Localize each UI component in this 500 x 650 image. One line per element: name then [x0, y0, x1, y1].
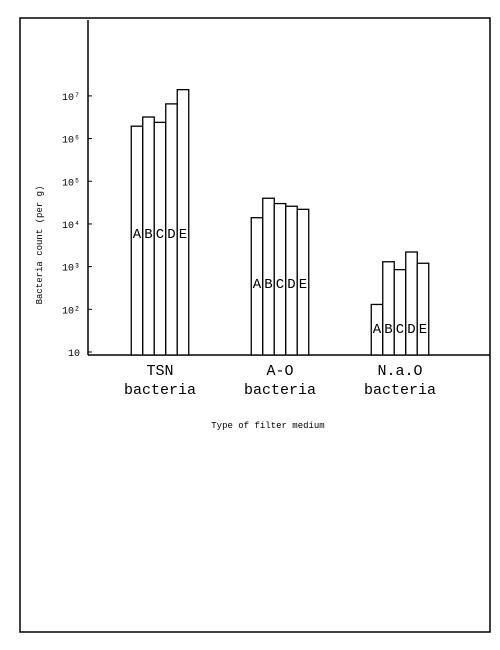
- series-label: D: [167, 227, 175, 243]
- series-label: A: [253, 277, 262, 293]
- series-label: E: [419, 322, 427, 338]
- y-tick-label: 10²: [62, 306, 80, 317]
- series-label: E: [299, 277, 307, 293]
- series-label: A: [133, 227, 142, 243]
- series-label: C: [396, 322, 404, 338]
- series-label: C: [276, 277, 284, 293]
- y-tick-label: 10⁴: [62, 220, 80, 232]
- x-tick-label: N.a.O bacteria: [363, 363, 436, 399]
- series-label: A: [373, 322, 382, 338]
- y-tick-label: 10⁷: [62, 93, 80, 104]
- y-axis-title: Bacteria count (per g): [35, 186, 45, 305]
- x-tick-label: TSN bacteria: [123, 363, 196, 399]
- y-tick-label: 10³: [62, 264, 80, 275]
- series-label: E: [179, 227, 187, 243]
- y-tick-label: 10⁵: [62, 178, 80, 189]
- bar: [176, 89, 190, 356]
- bar: [416, 262, 430, 356]
- series-label: D: [287, 277, 295, 293]
- bar: [296, 208, 310, 356]
- series-label: B: [264, 277, 272, 293]
- series-label: B: [384, 322, 392, 338]
- bar: [382, 261, 395, 356]
- bar: [405, 251, 418, 356]
- x-axis-title: Type of filter medium: [211, 421, 324, 431]
- frame: [19, 17, 491, 633]
- series-label: D: [407, 322, 415, 338]
- x-tick-label: A-O bacteria: [243, 363, 316, 399]
- series-label: B: [144, 227, 152, 243]
- series-label: C: [156, 227, 164, 243]
- y-tick-label: 10⁶: [62, 136, 80, 147]
- bar: [393, 268, 407, 356]
- y-tick-label: 10: [68, 349, 80, 360]
